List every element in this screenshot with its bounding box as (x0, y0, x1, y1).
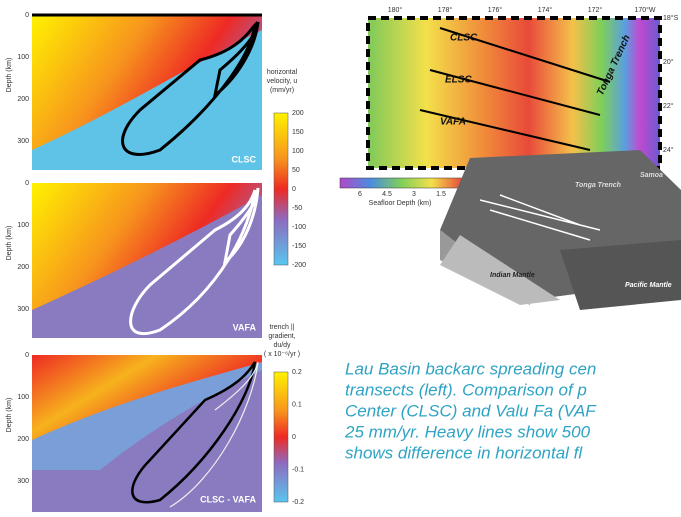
lat-label: 22° (663, 102, 674, 110)
transect-line (439, 27, 611, 83)
lat-label: 18°S (663, 14, 679, 22)
caption-line: 25 mm/yr. Heavy lines show 500 (344, 422, 591, 441)
velocity-field (32, 15, 262, 150)
y-tick-label: 0 (25, 352, 29, 359)
colorbar-tick-label: -200 (292, 262, 306, 269)
slab-contour (121, 20, 258, 156)
block-label: Samoa (640, 172, 663, 179)
colorbar-tick-label: 100 (292, 148, 304, 155)
y-tick-label: 300 (17, 306, 29, 313)
lon-label: 170°W (634, 6, 655, 14)
lon-label: 178° (438, 6, 453, 14)
velocity-field (32, 183, 262, 310)
colorbar-title: velocity, u (267, 78, 298, 85)
colorbar-title: du/dy (273, 342, 291, 349)
panel-clsc (32, 13, 262, 170)
panel-difference (32, 355, 262, 512)
colorbar-tick-label: 200 (292, 110, 304, 117)
map-feature: VAFA (440, 117, 466, 128)
colorbar-title: (mm/yr) (270, 87, 294, 94)
indian-mantle (440, 235, 560, 305)
colorbar-title: trench || (269, 324, 294, 331)
depth-tick-label: 6 (358, 191, 362, 198)
panel-label: CLSC (232, 154, 257, 164)
colorbar-title: gradient, (268, 333, 295, 340)
depth-tick-label: 3 (412, 191, 416, 198)
y-axis-label: Depth (km) (6, 226, 13, 261)
y-tick-label: 100 (17, 222, 29, 229)
colorbar-tick-label: 0.2 (292, 369, 302, 376)
y-tick-label: 100 (17, 54, 29, 61)
colorbar-tick-label: 150 (292, 129, 304, 136)
pacific-mantle (560, 240, 681, 310)
colorbar-tick-label: 0.1 (292, 401, 302, 408)
colorbar-title: horizontal (267, 69, 298, 76)
block-label: Indian Mantle (490, 272, 535, 279)
colorbar-tick-label: 50 (292, 167, 300, 174)
lon-label: 172° (588, 6, 603, 14)
y-tick-label: 200 (17, 96, 29, 103)
y-tick-label: 300 (17, 138, 29, 145)
colorbar (273, 112, 289, 266)
map-feature: ELSC (445, 75, 472, 86)
lon-label: 174° (538, 6, 553, 14)
block-label: Pacific Mantle (625, 282, 672, 289)
slab-contour (169, 361, 259, 508)
slab-contour (131, 361, 257, 504)
transect-line (419, 109, 591, 151)
transect-line (429, 69, 601, 116)
slab-contour (129, 189, 257, 336)
caption-line: Center (CLSC) and Valu Fa (VAF (345, 401, 597, 420)
slab-contour (222, 187, 260, 266)
colorbar-tick-label: 0 (292, 186, 296, 193)
slab-contour (212, 21, 260, 99)
colorbar (273, 371, 289, 503)
depth-colorbar (339, 177, 463, 189)
y-axis-label: Depth (km) (6, 398, 13, 433)
gradient-field (32, 355, 262, 440)
depth-tick-label: 4.5 (382, 191, 392, 198)
lon-label: 180° (388, 6, 403, 14)
y-tick-label: 100 (17, 394, 29, 401)
block-label: Tonga Trench (575, 182, 621, 189)
flow-arrows (479, 194, 601, 241)
y-tick-label: 0 (25, 180, 29, 187)
caption-line: shows difference in horizontal fl (345, 443, 583, 462)
lat-label: 24° (663, 146, 674, 154)
colorbar-tick-label: -50 (292, 205, 302, 212)
colorbar-tick-label: -0.1 (292, 466, 304, 473)
colorbar-tick-label: -0.2 (292, 499, 304, 506)
colorbar-title: ( x 10⁻⁶/yr ) (264, 351, 300, 358)
map-feature: CLSC (450, 33, 478, 44)
y-tick-label: 0 (25, 12, 29, 19)
y-tick-label: 200 (17, 436, 29, 443)
block-diagram (440, 150, 681, 310)
depth-title: Seafloor Depth (km) (369, 200, 432, 207)
y-tick-label: 200 (17, 264, 29, 271)
lat-label: 20° (663, 58, 674, 66)
colorbar-tick-label: 0 (292, 434, 296, 441)
caption-line: Lau Basin backarc spreading cen (345, 359, 596, 378)
y-tick-label: 300 (17, 478, 29, 485)
panel-label: VAFA (233, 322, 257, 332)
caption-line: transects (left). Comparison of p (345, 380, 587, 399)
panel-label: CLSC - VAFA (200, 494, 256, 504)
panel-vafa (32, 183, 262, 338)
colorbar-tick-label: -150 (292, 243, 306, 250)
lon-label: 176° (488, 6, 503, 14)
colorbar-tick-label: -100 (292, 224, 306, 231)
y-axis-label: Depth (km) (6, 58, 13, 93)
depth-tick-label: 1.5 (436, 191, 446, 198)
